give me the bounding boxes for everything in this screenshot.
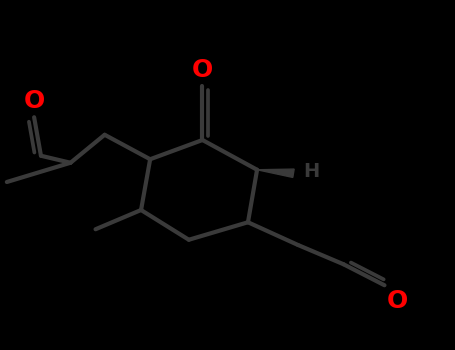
Text: O: O [24, 89, 45, 113]
Text: H: H [303, 162, 320, 181]
Text: O: O [387, 289, 408, 313]
Text: O: O [192, 58, 213, 82]
Polygon shape [257, 169, 294, 177]
